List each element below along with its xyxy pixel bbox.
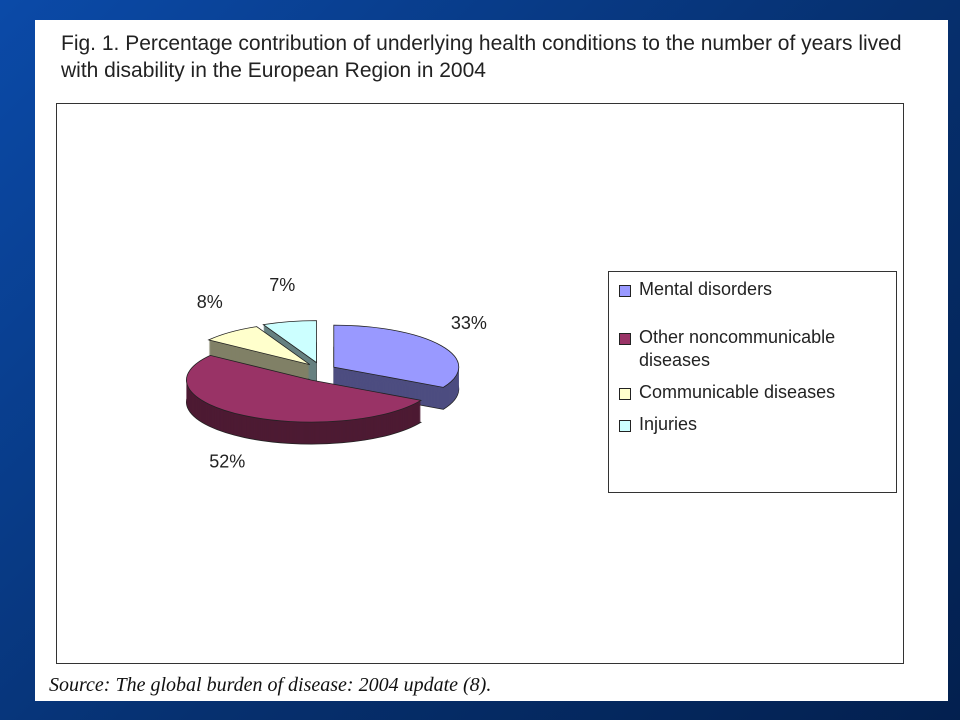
data-label: 52% (209, 452, 245, 472)
legend: Mental disorders Other noncommunicable di… (608, 271, 897, 493)
legend-item: Communicable diseases (619, 381, 890, 404)
legend-swatch (619, 285, 631, 297)
legend-item: Other noncommunicable diseases (619, 326, 890, 372)
data-label: 8% (197, 292, 223, 312)
pie-chart: 33% 52% 8% 7% (186, 275, 487, 472)
panel: Fig. 1. Percentage contribution of under… (35, 20, 948, 701)
legend-item: Injuries (619, 413, 890, 436)
legend-label: Communicable diseases (639, 382, 836, 402)
pie-slice (186, 354, 423, 445)
source-note: Source: The global burden of disease: 20… (49, 674, 492, 696)
legend-label: Mental disorders (639, 279, 773, 299)
data-label: 33% (451, 313, 487, 333)
legend-item: Mental disorders (619, 278, 890, 301)
pie-slice (207, 326, 311, 387)
legend-swatch (619, 333, 631, 345)
legend-swatch (619, 420, 631, 432)
slice-top (262, 320, 317, 364)
data-label: 7% (269, 275, 295, 295)
slice-top (207, 326, 311, 365)
slice-top (186, 354, 423, 423)
slice-top (333, 324, 460, 388)
chart-frame (56, 103, 904, 664)
legend-swatch (619, 388, 631, 400)
legend-label: Other noncommunicable diseases (639, 327, 836, 370)
pie-slice (333, 324, 460, 410)
legend-label: Injuries (639, 414, 698, 434)
chart-title: Fig. 1. Percentage contribution of under… (61, 32, 902, 82)
